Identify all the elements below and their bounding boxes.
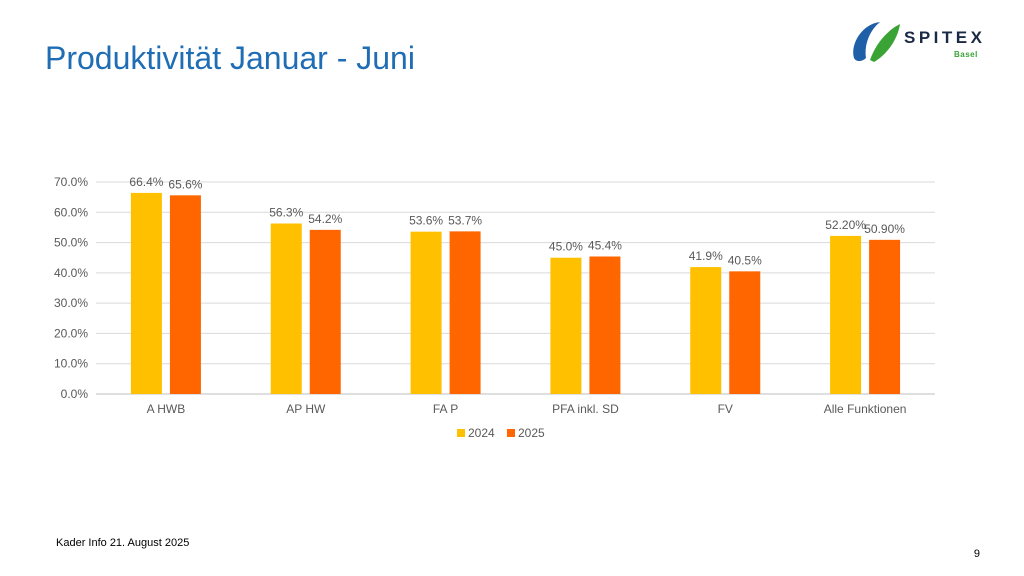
data-label: 52.20% <box>825 218 866 232</box>
legend-label: 2025 <box>518 426 545 440</box>
data-label: 45.4% <box>588 239 622 253</box>
y-tick-label: 10.0% <box>54 357 88 371</box>
bar-2024 <box>130 192 162 394</box>
legend-swatch-2025 <box>507 429 515 437</box>
bar-2025 <box>449 231 481 394</box>
page-number: 9 <box>973 548 980 560</box>
legend: 2024 2025 <box>457 426 545 440</box>
bar-2024 <box>550 257 582 394</box>
x-tick-label: AP HW <box>286 402 326 416</box>
y-tick-label: 50.0% <box>54 236 88 250</box>
y-tick-label: 40.0% <box>54 266 88 280</box>
data-label: 54.2% <box>308 212 342 226</box>
x-axis: A HWB AP HW FA P PFA inkl. SD FV Alle Funktio… <box>147 402 907 416</box>
legend-label: 2024 <box>468 426 495 440</box>
y-tick-label: 60.0% <box>54 205 88 219</box>
y-axis: 0.0% 10.0% 20.0% 30.0% 40.0% 50.0% 60.0% 70.0% <box>54 175 88 401</box>
bar-2025 <box>589 256 621 394</box>
y-tick-label: 30.0% <box>54 296 88 310</box>
x-tick-label: Alle Funktionen <box>824 402 907 416</box>
bar-2025 <box>169 195 201 394</box>
logo-subtitle: Basel <box>954 50 978 59</box>
spitex-swoosh-icon <box>853 22 900 62</box>
slide-title: Produktivität Januar - Juni <box>45 40 415 76</box>
x-tick-label: PFA inkl. SD <box>552 402 619 416</box>
data-label: 65.6% <box>168 177 202 191</box>
bar-2024 <box>270 223 302 394</box>
bar-2025 <box>869 239 901 394</box>
data-label: 40.5% <box>728 253 762 267</box>
data-label: 53.7% <box>448 213 482 227</box>
spitex-logo: SPITEX Basel <box>850 18 990 64</box>
y-tick-label: 70.0% <box>54 175 88 189</box>
x-tick-label: FA P <box>433 402 458 416</box>
bar-2024 <box>410 231 442 394</box>
gridlines <box>96 181 935 395</box>
data-label: 53.6% <box>409 214 443 228</box>
bar-2024 <box>690 267 722 394</box>
logo-wordmark: SPITEX <box>904 28 986 47</box>
bar-2025 <box>309 229 341 394</box>
data-label: 41.9% <box>689 249 723 263</box>
data-label: 45.0% <box>549 240 583 254</box>
data-label: 66.4% <box>129 175 163 189</box>
x-tick-label: FV <box>718 402 733 416</box>
y-tick-label: 20.0% <box>54 326 88 340</box>
data-label: 56.3% <box>269 205 303 219</box>
bar-2025 <box>729 271 761 394</box>
footer-text: Kader Info 21. August 2025 <box>56 537 190 549</box>
x-tick-label: A HWB <box>147 402 186 416</box>
bars: 66.4% 65.6% 56.3% 54.2% 53.6% 53.7% 45.0% 45.4%… <box>129 175 905 394</box>
y-tick-label: 0.0% <box>61 387 89 401</box>
legend-swatch-2024 <box>457 429 465 437</box>
data-label: 50.90% <box>864 222 905 236</box>
bar-2024 <box>830 235 862 394</box>
